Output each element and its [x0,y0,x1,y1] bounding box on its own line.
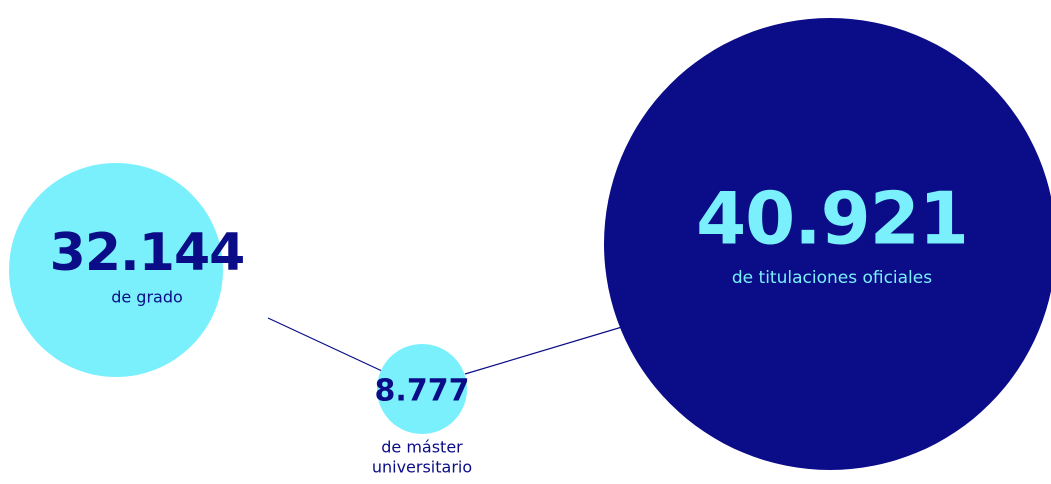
value: 8.777 [375,374,470,409]
label: de titulaciones oficiales [732,268,932,288]
value: 32.144 [50,223,245,283]
label: de máster [381,438,463,457]
label: de grado [111,288,183,307]
connector [464,326,623,375]
label: universitario [372,458,472,477]
value: 40.921 [696,177,968,261]
bubble-grado [9,163,223,377]
bubble-master [377,344,467,434]
connector [267,317,383,372]
bubble-total [604,18,1051,470]
